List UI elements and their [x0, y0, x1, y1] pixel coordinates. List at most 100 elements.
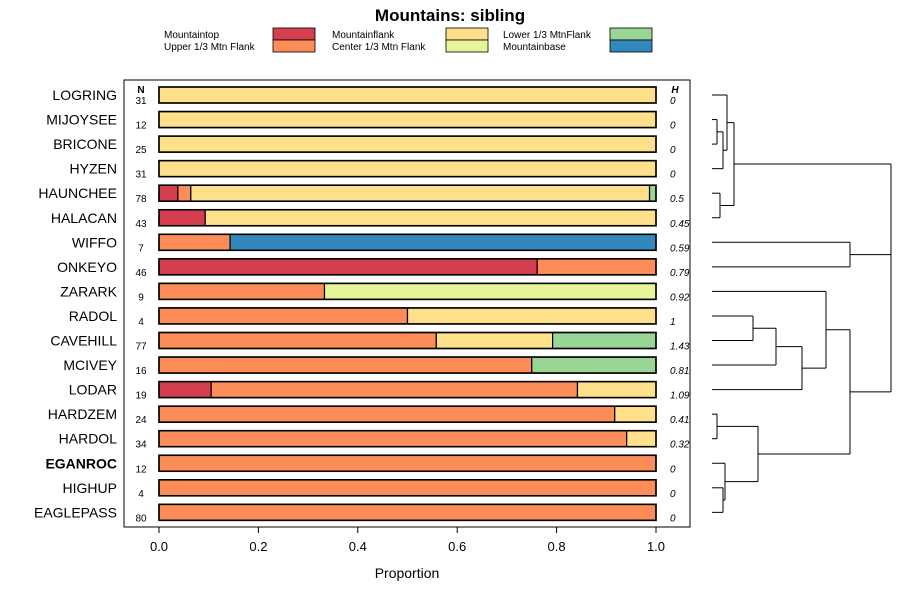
bar-outline: [158, 478, 657, 497]
bar-outline: [158, 258, 657, 276]
row-label: HIGHUP: [63, 480, 117, 496]
chart-title: Mountains: sibling: [375, 6, 525, 25]
bar-segment: [536, 258, 657, 276]
bar-outline: [158, 405, 657, 423]
bar-outline: [158, 159, 657, 178]
dendrogram: [712, 94, 892, 513]
row-label: HALACAN: [51, 210, 117, 226]
legend-swatch: [445, 27, 489, 41]
n-column-header: N: [137, 85, 144, 96]
row-label: ZARARK: [60, 283, 117, 299]
bar-segment: [576, 381, 657, 399]
legend-label: Mountainflank: [332, 30, 395, 41]
bar-segment: [210, 381, 579, 399]
bar-segment: [158, 258, 538, 276]
bar-segment: [158, 503, 657, 521]
row-h-value: 0: [670, 121, 676, 132]
bar-segment: [158, 282, 326, 300]
row-label: EAGLEPASS: [34, 504, 117, 520]
legend-label: Mountainbase: [503, 42, 566, 53]
row-h-value: 1.09: [670, 391, 690, 402]
bar-segment: [158, 405, 616, 423]
row-h-value: 0.92: [670, 292, 690, 303]
row-n-value: 77: [135, 342, 147, 353]
row-label: CAVEHILL: [50, 333, 117, 349]
row-label: HARDOL: [59, 431, 118, 447]
bar-outline: [158, 135, 657, 153]
row-label: ONKEYO: [57, 259, 117, 275]
row-h-value: 0.79: [670, 268, 690, 279]
row-h-value: 0.81: [670, 366, 689, 377]
bar-outline: [158, 429, 657, 448]
row-n-value: 25: [135, 145, 147, 156]
bar-outline: [158, 282, 657, 301]
x-tick-label: 0.0: [150, 539, 168, 554]
bar-outline: [158, 331, 657, 350]
row-n-value: 7: [138, 243, 144, 254]
bar-segment: [158, 209, 206, 227]
bar-segment: [158, 86, 657, 104]
x-tick-label: 0.2: [249, 539, 267, 554]
row-h-value: 1: [670, 317, 676, 328]
legend-swatch: [609, 39, 653, 53]
bar-segment: [158, 454, 657, 472]
row-h-value: 0: [670, 145, 676, 156]
bar-segment: [229, 233, 657, 251]
bar-segment: [158, 160, 657, 178]
bar-segment: [158, 430, 628, 448]
row-label: MIJOYSEE: [46, 112, 117, 128]
x-tick-label: 0.8: [548, 539, 566, 554]
row-label: HYZEN: [70, 161, 117, 177]
row-label: LODAR: [69, 382, 117, 398]
row-n-value: 31: [135, 96, 147, 107]
legend-label: Center 1/3 Mtn Flank: [332, 42, 426, 53]
bar-segment: [158, 184, 179, 202]
bar-segment: [204, 209, 657, 227]
bar-outline: [158, 503, 657, 522]
row-label: BRICONE: [53, 136, 117, 152]
legend-label: Upper 1/3 Mtn Flank: [164, 42, 256, 53]
row-h-value: 0.59: [670, 243, 690, 254]
x-tick-label: 0.6: [448, 539, 466, 554]
row-n-value: 31: [135, 170, 147, 181]
row-h-value: 0: [670, 513, 676, 524]
bar-segment: [552, 331, 657, 350]
bar-outline: [158, 380, 657, 399]
row-n-value: 46: [135, 268, 147, 279]
row-n-value: 34: [135, 440, 147, 451]
row-label: LOGRING: [52, 87, 117, 103]
x-axis-label: Proportion: [375, 565, 440, 581]
bar-segment: [614, 405, 657, 423]
bar-segment: [406, 307, 657, 325]
x-tick-label: 1.0: [647, 539, 665, 554]
row-n-value: 4: [138, 317, 144, 328]
row-label: RADOL: [69, 308, 117, 324]
row-n-value: 16: [135, 366, 147, 377]
row-n-value: 78: [135, 194, 147, 205]
row-n-value: 80: [135, 513, 147, 524]
legend-swatch: [609, 27, 653, 41]
bar-outline: [158, 208, 657, 227]
row-h-value: 0.41: [670, 415, 689, 426]
bar-segment: [177, 184, 192, 202]
bar-segment: [435, 331, 554, 350]
bar-segment: [158, 307, 409, 325]
legend-label: Lower 1/3 MtnFlank: [503, 30, 592, 41]
bar-outline: [158, 307, 657, 325]
row-h-value: 0: [670, 170, 676, 181]
x-tick-label: 0.4: [349, 539, 367, 554]
row-label: HARDZEM: [48, 406, 117, 422]
bar-segment: [323, 282, 657, 300]
row-h-value: 0: [670, 489, 676, 500]
legend-swatch: [272, 39, 316, 53]
bar-outline: [158, 454, 657, 473]
bar-segment: [648, 184, 657, 202]
row-n-value: 9: [138, 292, 144, 303]
row-h-value: 1.43: [670, 342, 690, 353]
row-n-value: 12: [135, 121, 147, 132]
plot-frame: [123, 79, 691, 528]
h-column-header: H: [671, 85, 679, 96]
